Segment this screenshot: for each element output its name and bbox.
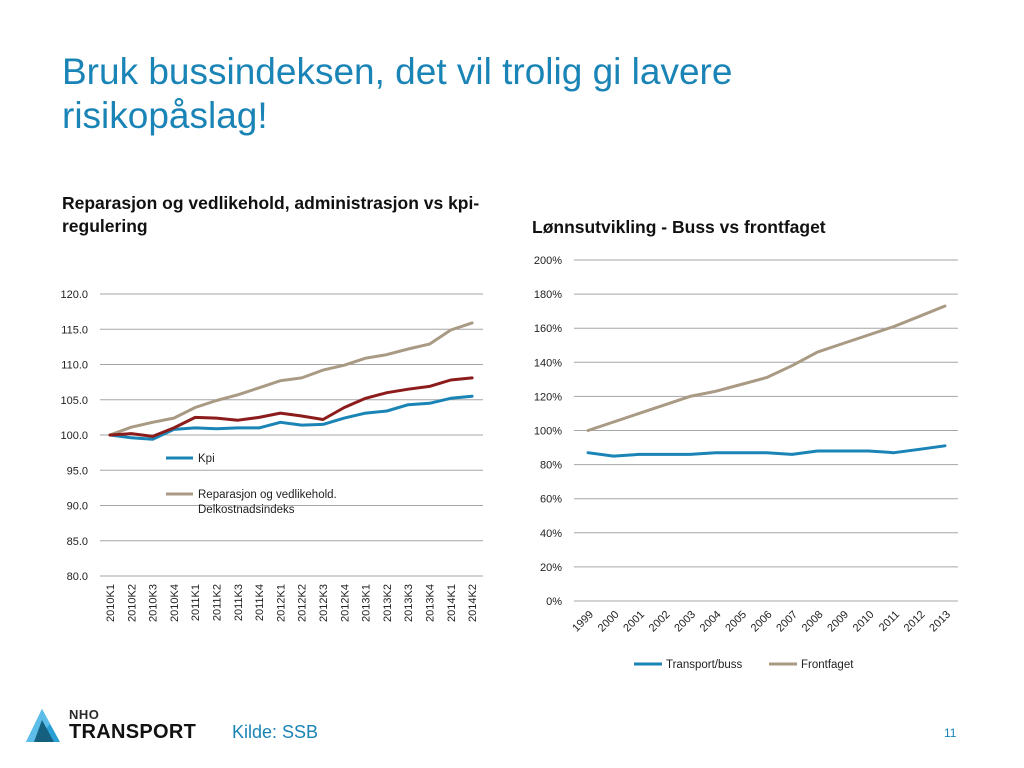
y-tick-label: 200% — [534, 255, 562, 267]
x-tick-label: 2013K2 — [382, 584, 394, 622]
y-tick-label: 160% — [534, 323, 562, 335]
page-number: 11 — [944, 726, 957, 740]
series-line-0 — [586, 444, 947, 458]
x-tick-label: 2013 — [927, 609, 953, 635]
x-tick-label: 2010K2 — [126, 584, 138, 622]
y-tick-label: 80% — [540, 460, 562, 472]
y-tick-label: 110.0 — [61, 360, 88, 372]
x-tick-label: 2001 — [621, 609, 647, 635]
legend-label: Frontfaget — [801, 659, 854, 671]
x-tick-label: 2008 — [800, 609, 826, 635]
y-tick-label: 80.0 — [67, 571, 88, 583]
x-tick-label: 2012K1 — [275, 584, 287, 622]
logo-text-nho: NHO — [69, 707, 100, 722]
y-tick-label: 20% — [540, 562, 562, 574]
y-tick-label: 95.0 — [67, 465, 88, 477]
x-tick-label: 2011K3 — [233, 584, 245, 621]
x-tick-label: 2004 — [698, 609, 724, 635]
x-tick-label: 2006 — [749, 609, 775, 635]
x-tick-label: 2014K2 — [467, 584, 479, 622]
x-tick-label: 2012K4 — [339, 584, 351, 622]
nho-transport-logo: NHO TRANSPORT — [24, 706, 196, 746]
x-tick-label: 2013K1 — [361, 584, 373, 622]
x-tick-label: 2000 — [596, 609, 622, 635]
source-note: Kilde: SSB — [232, 722, 319, 742]
legend-label: Reparasjon og vedlikehold. — [198, 489, 337, 501]
x-tick-label: 2009 — [825, 609, 851, 635]
y-tick-label: 120.0 — [60, 289, 88, 301]
y-tick-label: 40% — [540, 528, 562, 540]
y-tick-label: 120% — [534, 391, 562, 403]
x-tick-label: 2005 — [723, 609, 749, 635]
series-line-2 — [108, 376, 474, 438]
x-tick-label: 2011K4 — [254, 584, 266, 621]
x-tick-label: 2011K1 — [190, 584, 202, 621]
logo-mark-icon — [26, 709, 60, 742]
x-tick-label: 2011K2 — [212, 584, 224, 621]
x-tick-label: 2010 — [851, 609, 877, 635]
x-tick-label: 2002 — [647, 609, 673, 635]
logo-text-transport: TRANSPORT — [69, 721, 197, 743]
x-tick-label: 2003 — [672, 609, 698, 635]
series-line-0 — [108, 394, 474, 441]
legend-label: Transport/buss — [666, 659, 743, 671]
y-tick-label: 100% — [534, 426, 562, 438]
y-tick-label: 0% — [546, 596, 562, 608]
x-tick-label: 2014K1 — [446, 584, 458, 622]
x-tick-label: 2012 — [902, 609, 928, 635]
x-tick-label: 2007 — [774, 609, 800, 635]
series-line-1 — [586, 304, 947, 432]
series-line-1 — [108, 321, 474, 437]
right-chart-title: Lønnsutvikling - Buss vs frontfaget — [532, 217, 826, 237]
y-tick-label: 180% — [534, 289, 562, 301]
x-tick-label: 2011 — [877, 609, 902, 634]
x-tick-label: 2013K4 — [425, 584, 437, 622]
y-tick-label: 140% — [534, 357, 562, 369]
x-tick-label: 2010K3 — [148, 584, 160, 622]
x-tick-label: 1999 — [570, 609, 596, 635]
x-tick-label: 2012K3 — [318, 584, 330, 622]
slide-title: Bruk bussindeksen, det vil trolig gi lav… — [62, 51, 733, 136]
x-tick-label: 2010K1 — [105, 584, 117, 622]
legend-label: Delkostnadsindeks — [198, 504, 295, 516]
left-chart-title: Reparasjon og vedlikehold, administrasjo… — [62, 193, 480, 236]
legend-label: Kpi — [198, 453, 215, 465]
y-tick-label: 60% — [540, 494, 562, 506]
y-tick-label: 100.0 — [60, 430, 88, 442]
y-tick-label: 115.0 — [61, 324, 88, 336]
y-tick-label: 90.0 — [67, 501, 88, 513]
x-tick-label: 2013K3 — [403, 584, 415, 622]
x-tick-label: 2012K2 — [297, 584, 309, 622]
x-tick-label: 2010K4 — [169, 584, 181, 622]
y-tick-label: 85.0 — [67, 536, 88, 548]
y-tick-label: 105.0 — [60, 395, 88, 407]
